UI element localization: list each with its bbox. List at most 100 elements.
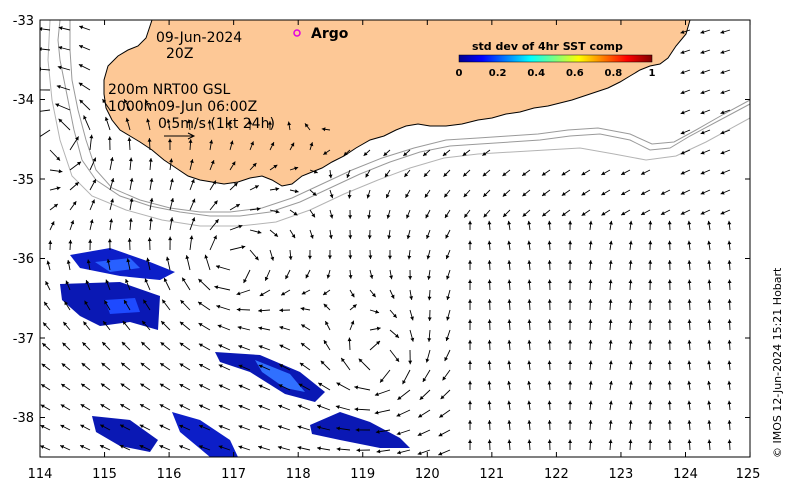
current-vector-head (121, 362, 126, 367)
current-vector-head (547, 420, 552, 424)
current-vector-head (57, 65, 62, 70)
current-vector-head (547, 400, 552, 405)
current-vector-head (568, 279, 573, 284)
colorbar-ramp (458, 54, 653, 63)
current-vector-head (323, 340, 328, 345)
current-vector-head (79, 99, 84, 104)
current-vector-head (78, 82, 83, 87)
current-vector-head (468, 360, 473, 365)
current-vector-head (424, 193, 429, 198)
current-vector-head (120, 404, 125, 408)
current-vector-head (122, 320, 127, 325)
colorbar-tick-04: 0.4 (527, 68, 545, 79)
current-vector-head (628, 220, 633, 225)
current-vector-head (125, 117, 130, 122)
current-vector-head (106, 258, 111, 263)
current-vector-head (621, 191, 626, 195)
current-vector-head (274, 232, 278, 237)
x-tick-114: 114 (28, 467, 53, 482)
current-vector-head (101, 362, 106, 367)
current-vector-head (92, 157, 97, 162)
current-vector-head (588, 400, 593, 405)
current-vector-head (568, 299, 573, 303)
x-tick-120: 120 (415, 467, 440, 482)
current-vector-head (343, 151, 348, 156)
current-vector-head (188, 139, 193, 143)
current-vector-head (707, 360, 712, 365)
current-vector-head (350, 293, 355, 298)
current-vector-head (687, 339, 692, 344)
current-vector-head (390, 294, 395, 299)
plot-frame (39, 19, 751, 458)
current-vector-head (243, 278, 247, 284)
current-vector-head (236, 307, 241, 312)
current-vector-head (720, 110, 725, 115)
current-vector-head (700, 70, 705, 75)
current-vector-head (218, 404, 223, 409)
current-vector-head (667, 439, 672, 444)
label-1000m: 1000m09-Jun 06:00Z (108, 99, 257, 115)
current-vector-head (159, 404, 164, 408)
current-vector-head (190, 179, 195, 184)
current-vector-head (120, 424, 125, 429)
sst-patch-west (60, 248, 175, 330)
current-vector-head (687, 420, 692, 424)
current-vector-head (228, 120, 233, 124)
current-vector-head (198, 278, 203, 283)
current-vector-head (323, 303, 328, 308)
current-vector-head (648, 260, 653, 264)
current-vector-head (119, 444, 124, 449)
current-vector-head (354, 385, 359, 390)
current-vector-head (58, 169, 63, 174)
current-vector-head (396, 412, 401, 417)
current-vector-head (161, 321, 166, 325)
current-vector-head (648, 420, 653, 424)
current-vector-head (417, 432, 422, 436)
current-vector-head (365, 173, 370, 178)
current-vector-head (180, 300, 185, 305)
y-tick-33: -33 (13, 14, 34, 29)
current-vector-head (65, 280, 70, 285)
current-vector-head (380, 378, 384, 383)
current-vector-head (58, 26, 63, 31)
current-vector-head (418, 413, 423, 418)
current-vector-head (179, 384, 184, 388)
current-vector-head (168, 236, 173, 241)
current-vector-head (487, 240, 492, 245)
current-vector-head (547, 380, 552, 385)
current-vector-head (487, 260, 492, 264)
current-vector-head (641, 171, 646, 175)
current-vector-head (446, 316, 450, 321)
current-vector-head (440, 395, 445, 400)
current-vector-head (608, 360, 613, 365)
current-vector-head (374, 392, 379, 397)
current-vector-head (169, 217, 174, 222)
current-vector-head (445, 336, 450, 341)
current-vector-head (568, 319, 573, 323)
current-vector-head (140, 383, 145, 388)
current-vector-head (216, 304, 221, 309)
current-vector-head (406, 214, 410, 219)
current-vector-head (727, 400, 732, 405)
current-vector-head (126, 258, 131, 263)
current-vector-head (149, 197, 154, 202)
current-vector (40, 68, 51, 71)
y-tick-36: -36 (13, 252, 34, 267)
current-vector-head (601, 211, 606, 216)
current-vector-head (707, 420, 712, 424)
current-vector-head (444, 357, 449, 362)
current-vector-head (608, 220, 613, 225)
current-vector-head (267, 121, 272, 125)
current-vector-head (527, 240, 532, 245)
current-vector-head (727, 260, 732, 264)
current-vector-head (507, 439, 512, 444)
current-vector-head (547, 279, 552, 284)
current-vector-head (61, 383, 66, 388)
current-vector-head (419, 395, 424, 400)
current-vector-head (608, 279, 613, 284)
current-vector-head (238, 364, 243, 369)
current-vector-head (40, 67, 42, 72)
current-vector-head (107, 238, 112, 243)
current-vector-head (48, 240, 53, 245)
colorbar-tick-0: 0 (456, 68, 463, 79)
